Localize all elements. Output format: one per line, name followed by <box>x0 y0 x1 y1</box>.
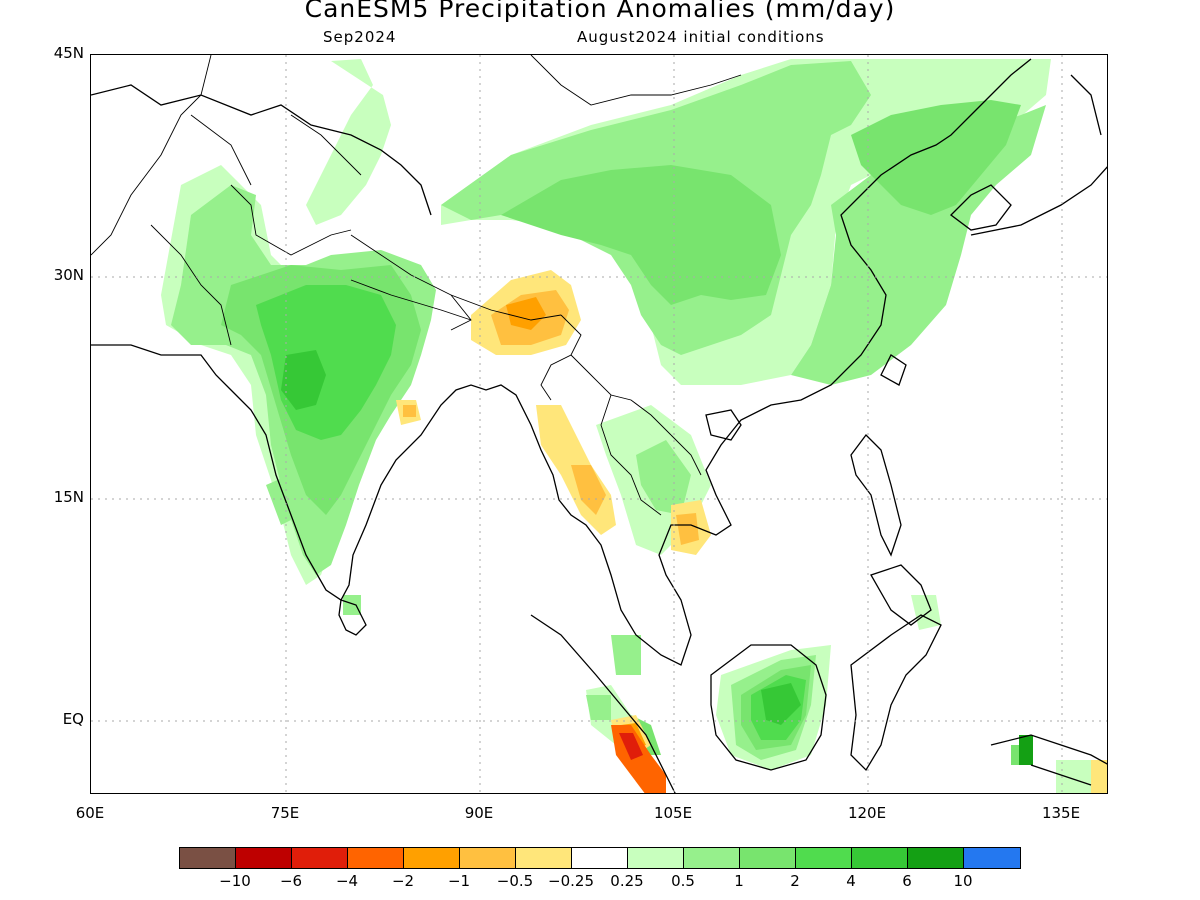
anomaly-neg-4-6 <box>619 733 643 760</box>
legend-swatch <box>404 848 460 868</box>
lat-label-30n: 30N <box>53 266 84 284</box>
legend-tick-label: 4 <box>846 872 856 890</box>
lat-label-15n: 15N <box>53 488 84 506</box>
lon-label-60e: 60E <box>75 804 105 822</box>
lon-label-75e: 75E <box>270 804 300 822</box>
graticule <box>91 55 1107 793</box>
legend-swatch <box>572 848 628 868</box>
anomaly-4-6 <box>281 350 801 725</box>
legend-tick-label: 10 <box>953 872 973 890</box>
legend-tick-label: −4 <box>335 872 359 890</box>
legend-swatch <box>964 848 1020 868</box>
lon-label-135e: 135E <box>1041 804 1081 822</box>
legend-tick-label: 1 <box>734 872 744 890</box>
legend-swatch <box>516 848 572 868</box>
legend-swatch <box>796 848 852 868</box>
legend-swatch <box>180 848 236 868</box>
anomaly-6-10 <box>1019 735 1033 765</box>
legend-swatch <box>628 848 684 868</box>
coastlines <box>91 58 1107 793</box>
color-legend <box>179 847 1021 869</box>
legend-tick-label: 0.25 <box>610 872 644 890</box>
lon-label-90e: 90E <box>464 804 494 822</box>
forecast-month: Sep2024 <box>323 28 397 46</box>
anomaly-neg-1-2 <box>506 297 646 750</box>
country-borders <box>91 55 742 516</box>
legend-swatch <box>740 848 796 868</box>
legend-tick-label: −0.5 <box>496 872 534 890</box>
lat-label-eq: EQ <box>62 710 84 728</box>
legend-tick-label: 2 <box>790 872 800 890</box>
legend-swatch <box>852 848 908 868</box>
legend-swatch <box>460 848 516 868</box>
initial-conditions-label: August2024 initial conditions <box>577 28 825 46</box>
legend-tick-label: −1 <box>447 872 471 890</box>
legend-tick-label: −6 <box>279 872 303 890</box>
lon-label-105e: 105E <box>653 804 693 822</box>
lon-label-120e: 120E <box>847 804 887 822</box>
map-canvas <box>91 55 1107 793</box>
precipitation-anomaly-map <box>90 54 1108 794</box>
legend-swatch <box>236 848 292 868</box>
lat-label-45n: 45N <box>53 44 84 62</box>
legend-swatch <box>292 848 348 868</box>
map-title: CanESM5 Precipitation Anomalies (mm/day) <box>304 0 896 23</box>
legend-tick-label: −10 <box>219 872 251 890</box>
legend-tick-label: 6 <box>902 872 912 890</box>
legend-tick-label: −2 <box>391 872 415 890</box>
legend-swatch <box>908 848 964 868</box>
legend-tick-label: 0.5 <box>671 872 695 890</box>
legend-swatch <box>348 848 404 868</box>
legend-swatch <box>684 848 740 868</box>
legend-tick-label: −0.25 <box>548 872 594 890</box>
